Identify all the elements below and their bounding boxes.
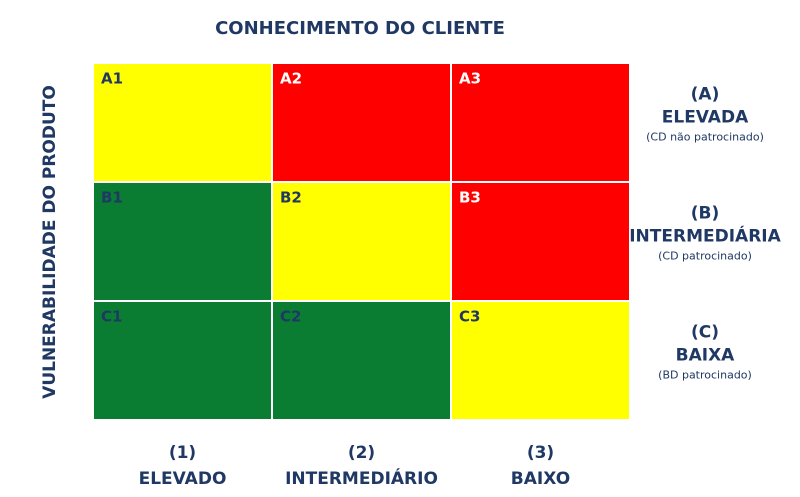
matrix-cell <box>92 62 273 183</box>
cell-label: B1 <box>101 189 123 207</box>
row-note: (CD não patrocinado) <box>646 131 764 144</box>
matrix-cell <box>450 181 631 302</box>
cell-label: C2 <box>280 308 301 326</box>
matrix-cell <box>92 300 273 421</box>
row-letter: (B) <box>691 204 720 224</box>
title: CONHECIMENTO DO CLIENTE <box>215 18 505 39</box>
cell-label: A1 <box>101 70 123 88</box>
cell-label: C3 <box>459 308 480 326</box>
row-label: INTERMEDIÁRIA <box>629 225 781 247</box>
matrix-cell <box>450 62 631 183</box>
cell-label: A3 <box>459 70 481 88</box>
column-label: BAIXO <box>511 469 570 489</box>
column-number: (2) <box>348 443 375 463</box>
column-label: INTERMEDIÁRIO <box>285 467 438 489</box>
row-letter: (C) <box>691 323 719 343</box>
matrix-cell <box>271 300 452 421</box>
cell-label: B3 <box>459 189 481 207</box>
matrix-cell <box>450 300 631 421</box>
row-letter: (A) <box>691 85 720 105</box>
cell-label: B2 <box>280 189 302 207</box>
cell-label: A2 <box>280 70 302 88</box>
column-number: (3) <box>527 443 554 463</box>
cell-label: C1 <box>101 308 122 326</box>
row-note: (BD patrocinado) <box>658 369 752 382</box>
matrix-cell <box>271 62 452 183</box>
column-label: ELEVADO <box>139 469 227 489</box>
matrix-cell <box>92 181 273 302</box>
row-label: ELEVADA <box>662 108 749 128</box>
row-label: BAIXA <box>676 346 736 366</box>
side-label: VULNERABILIDADE DO PRODUTO <box>40 85 60 399</box>
row-note: (CD patrocinado) <box>658 250 752 263</box>
column-number: (1) <box>169 443 196 463</box>
